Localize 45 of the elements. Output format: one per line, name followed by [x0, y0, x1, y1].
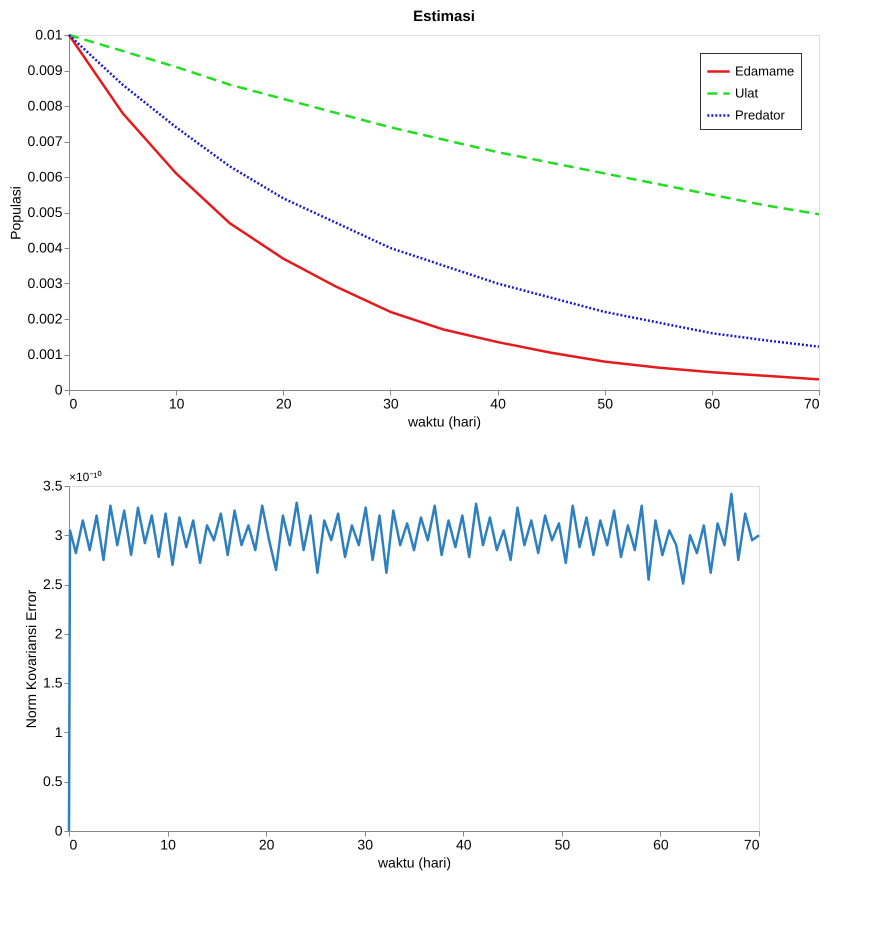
x-tick-label: 10 [168, 396, 185, 412]
y-tick-label: 0.5 [43, 773, 63, 790]
y-tick-label: 0.007 [27, 133, 63, 149]
y-tick-label: 2 [54, 625, 63, 642]
legend-label: Ulat [735, 86, 759, 100]
line-series [68, 34, 820, 216]
x-tick-label: 30 [383, 396, 399, 412]
x-tick-label: 20 [276, 396, 292, 412]
legend-label: Edamame [735, 64, 794, 78]
y-tick-label: 2.5 [43, 576, 63, 592]
y-tick-label: 0 [54, 382, 63, 398]
y-tick-label: 0.005 [27, 204, 63, 220]
y-tick-label: 0.009 [27, 62, 63, 78]
y-tick-label: 1 [54, 724, 63, 740]
y-tick-label: 0.004 [27, 240, 63, 256]
x-axis-title: waktu (hari) [376, 854, 452, 870]
y-tick-label: 0.006 [27, 168, 63, 184]
y-tick-label: 0.003 [27, 275, 63, 291]
legend-label: Predator [735, 108, 786, 122]
x-tick-label: 50 [554, 836, 570, 852]
x-tick-label: 10 [160, 836, 176, 852]
chart-title: Estimasi [413, 8, 475, 25]
x-axis-title: waktu (hari) [406, 414, 482, 430]
x-tick-label: 60 [653, 836, 669, 852]
y-axis-title: Populasi [7, 186, 24, 240]
x-tick-label: 70 [744, 836, 760, 852]
y-tick-label: 0.008 [27, 98, 63, 114]
x-tick-label: 0 [70, 836, 78, 852]
y-tick-label: 0.001 [27, 346, 63, 362]
y-tick-label: 3.5 [43, 478, 63, 494]
x-tick-label: 40 [490, 396, 506, 412]
x-tick-label: 0 [70, 396, 78, 412]
y-tick-label: 0.01 [35, 26, 63, 42]
x-tick-label: 50 [597, 396, 614, 412]
x-tick-label: 20 [258, 836, 275, 852]
x-tick-label: 40 [456, 836, 472, 852]
x-tick-label: 30 [357, 836, 374, 852]
y-tick-label: 0 [54, 822, 63, 838]
text: ×10⁻¹⁰ [69, 470, 102, 484]
y-tick-label: 3 [54, 526, 63, 543]
x-tick-label: 70 [804, 396, 820, 412]
x-tick-label: 60 [704, 396, 720, 412]
y-tick-label: 1.5 [43, 674, 63, 691]
y-tick-label: 0.002 [27, 310, 63, 326]
y-axis-title: Norm Kovariansi Error [23, 589, 40, 728]
